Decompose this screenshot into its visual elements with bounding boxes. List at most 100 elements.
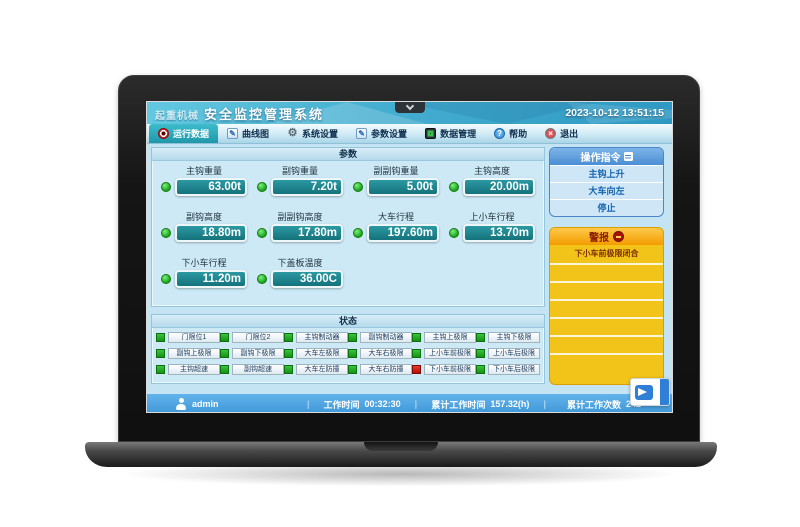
param-value: 18.80m xyxy=(175,224,247,242)
param-value: 13.70m xyxy=(463,224,535,242)
param-item: 副钩重量 7.20t xyxy=(252,164,348,207)
led-indicator xyxy=(161,274,171,284)
param-label: 副钩重量 xyxy=(281,166,318,176)
total-work-count-label: 累计工作次数 xyxy=(566,399,621,410)
help-icon: ? xyxy=(494,128,506,139)
command-row: 主钩上升 xyxy=(550,165,663,182)
status-led xyxy=(348,364,357,374)
led-indicator xyxy=(353,228,363,238)
param-item: 副副钩重量 5.00t xyxy=(348,164,444,207)
status-item: 大车右极限 xyxy=(348,347,412,359)
command-panel: 操作指令 主钩上升 大车向左 停止 xyxy=(549,147,664,217)
tab-system-settings[interactable]: ⚙ 系统设置 xyxy=(278,124,347,143)
status-led xyxy=(156,348,165,358)
titlebar: 起重机械 安全监控管理系统 2023-10-12 13:51:15 xyxy=(147,102,672,124)
status-item: 主钩下极限 xyxy=(476,331,540,343)
param-item: 主钩高度 20.00m xyxy=(444,164,540,207)
alarm-row: 下小车前极限闭合 xyxy=(574,249,639,258)
alarm-row xyxy=(550,299,663,317)
param-label: 上小车行程 xyxy=(469,212,515,222)
param-value: 11.20m xyxy=(175,270,247,288)
laptop-base xyxy=(85,442,717,467)
status-item: 主钩制动器 xyxy=(284,331,348,343)
work-time-label: 工作时间 xyxy=(323,399,360,410)
alarm-row xyxy=(550,335,663,353)
total-work-time: 累计工作时间 157.32(h) xyxy=(417,398,544,411)
status-item: 主钩上极限 xyxy=(412,331,476,343)
command-row: 停止 xyxy=(550,199,663,216)
status-label: 副钩制动器 xyxy=(360,331,412,343)
status-item: 下小车前极限 xyxy=(412,363,476,375)
left-column: 参数 主钩重量 63.00t 副钩重量 7.20t xyxy=(151,147,545,391)
status-label: 主钩制动器 xyxy=(296,331,348,343)
separator: | xyxy=(414,399,418,409)
laptop-shadow xyxy=(110,461,690,487)
status-led xyxy=(412,348,421,358)
total-work-time-label: 累计工作时间 xyxy=(431,399,486,410)
main-content: 参数 主钩重量 63.00t 副钩重量 7.20t xyxy=(147,144,672,406)
status-panel-title: 状态 xyxy=(152,315,544,328)
alarm-row xyxy=(550,317,663,335)
alarm-row xyxy=(550,263,663,281)
status-item: 副钩制动器 xyxy=(348,331,412,343)
collapse-button[interactable] xyxy=(394,102,425,113)
parameters-panel-title: 参数 xyxy=(152,148,544,161)
right-column: 操作指令 主钩上升 大车向左 停止 警报 下小车前极限闭合 xyxy=(549,147,670,406)
monitor-icon xyxy=(425,128,437,139)
status-label: 门限位1 xyxy=(168,331,220,343)
led-indicator xyxy=(353,182,363,192)
status-label: 副钩上极限 xyxy=(168,347,220,359)
alarm-panel: 警报 下小车前极限闭合 xyxy=(549,227,664,385)
tab-help[interactable]: ? 帮助 xyxy=(485,124,536,143)
param-item: 主钩重量 63.00t xyxy=(156,164,252,207)
tab-label: 退出 xyxy=(560,129,579,139)
status-led xyxy=(156,332,165,342)
ime-handle[interactable] xyxy=(660,379,669,405)
param-label: 大车行程 xyxy=(377,212,414,222)
param-item: 副副钩高度 17.80m xyxy=(252,210,348,253)
alarm-panel-title: 警报 xyxy=(589,233,609,244)
status-item: 副钩上极限 xyxy=(156,347,220,359)
tab-data-management[interactable]: 数据管理 xyxy=(416,124,485,143)
work-time-value: 00:32:30 xyxy=(364,399,401,409)
tab-exit[interactable]: × 退出 xyxy=(536,124,587,143)
param-value: 17.80m xyxy=(271,224,343,242)
username: admin xyxy=(192,399,219,409)
alarm-row xyxy=(550,281,663,299)
status-grid: 门限位1 门限位2 主钩制动器 副钩制动器 xyxy=(152,328,544,378)
status-led xyxy=(156,364,165,374)
status-label: 下小车前极限 xyxy=(424,363,476,375)
tab-run-data[interactable]: 运行数据 xyxy=(149,124,219,143)
status-item: 上小车前极限 xyxy=(412,347,476,359)
led-indicator xyxy=(257,274,267,284)
param-label: 下小车行程 xyxy=(181,258,227,268)
status-led xyxy=(476,364,485,374)
param-item: 大车行程 197.60m xyxy=(348,210,444,253)
status-item: 上小车后极限 xyxy=(476,347,540,359)
exit-icon: × xyxy=(545,128,557,139)
gear-icon: ⚙ xyxy=(287,127,298,139)
separator: | xyxy=(307,399,310,409)
parameters-grid: 主钩重量 63.00t 副钩重量 7.20t 副副钩重量 xyxy=(152,161,544,299)
status-led xyxy=(220,332,229,342)
tab-curve-chart[interactable]: ✎ 曲线图 xyxy=(218,124,278,143)
status-label: 大车左防撞 xyxy=(296,363,348,375)
tab-param-settings[interactable]: ✎ 参数设置 xyxy=(347,124,416,143)
led-indicator xyxy=(161,182,171,192)
separator: | xyxy=(543,399,546,409)
status-item: 主钩超速 xyxy=(156,363,220,375)
param-value: 20.00m xyxy=(463,178,535,196)
status-led xyxy=(348,348,357,358)
status-label: 门限位2 xyxy=(232,331,284,343)
status-item: 大车左极限 xyxy=(284,347,348,359)
edit-icon: ✎ xyxy=(356,128,368,139)
status-item: 大车右防撞 xyxy=(348,363,412,375)
status-led xyxy=(348,332,357,342)
alarm-icon xyxy=(613,231,624,242)
ime-float-button[interactable] xyxy=(630,378,670,406)
status-label: 下小车后极限 xyxy=(488,363,540,375)
param-value: 7.20t xyxy=(271,178,343,196)
status-item: 大车左防撞 xyxy=(284,363,348,375)
status-label: 主钩下极限 xyxy=(488,331,540,343)
param-label: 下盖板温度 xyxy=(277,258,323,268)
